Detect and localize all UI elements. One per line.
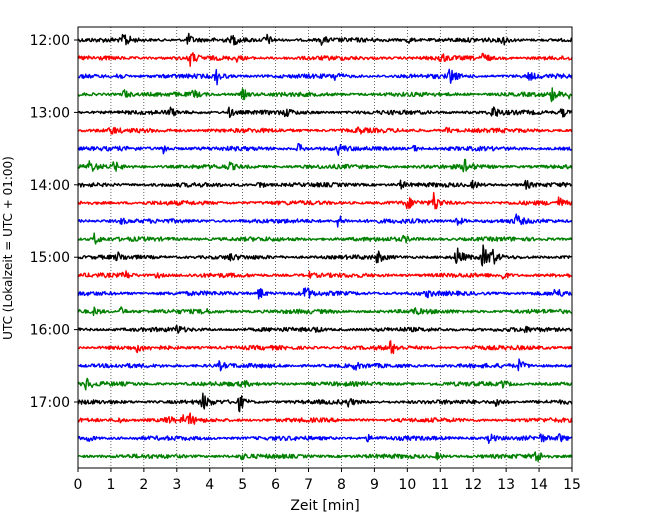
y-tick-label: 12:00 <box>30 33 70 49</box>
trace-line <box>77 451 573 463</box>
x-tick-label: 5 <box>238 477 247 493</box>
x-tick-label: 0 <box>74 477 83 493</box>
x-tick-label: 10 <box>398 477 416 493</box>
x-tick-label: 9 <box>370 477 379 493</box>
x-tick-label: 1 <box>106 477 115 493</box>
trace-line <box>77 340 573 355</box>
seismic-traces <box>77 32 573 463</box>
y-axis-label: UTC (Lokalzeit = UTC + 01:00) <box>1 156 15 340</box>
x-tick-label: 3 <box>172 477 181 493</box>
x-tick-label: 2 <box>139 477 148 493</box>
x-axis-ticks: 0 1 2 3 4 5 6 7 8 9 10 11 12 13 14 15 <box>74 468 581 493</box>
trace-line <box>77 52 573 67</box>
trace-line <box>77 179 573 190</box>
x-tick-label: 11 <box>431 477 449 493</box>
x-tick-label: 7 <box>304 477 313 493</box>
trace-line <box>77 68 573 86</box>
trace-line <box>77 270 573 280</box>
y-tick-label: 13:00 <box>30 105 70 121</box>
trace-line <box>77 106 573 119</box>
trace-line <box>77 244 573 267</box>
trace-line <box>77 306 573 317</box>
trace-line <box>77 392 573 413</box>
trace-line <box>77 126 573 135</box>
y-tick-label: 16:00 <box>30 323 70 339</box>
trace-line <box>77 32 573 46</box>
x-tick-label: 14 <box>530 477 548 493</box>
plot-frame <box>77 26 573 469</box>
x-tick-label: 12 <box>464 477 482 493</box>
trace-line <box>77 377 573 391</box>
y-tick-label: 14:00 <box>30 178 70 194</box>
y-axis-ticks: 12:00 13:00 14:00 15:00 16:00 17:00 <box>30 33 78 411</box>
trace-line <box>77 191 573 210</box>
trace-line <box>77 158 573 173</box>
trace-line <box>77 358 573 372</box>
y-tick-label: 15:00 <box>30 250 70 266</box>
trace-line <box>77 142 573 156</box>
x-tick-label: 6 <box>271 477 280 493</box>
trace-line <box>77 287 573 300</box>
trace-line <box>77 324 573 334</box>
trace-line <box>77 232 573 245</box>
x-tick-label: 4 <box>205 477 214 493</box>
x-axis-label: Zeit [min] <box>290 498 359 514</box>
trace-line <box>77 412 573 425</box>
plot-background <box>78 27 572 468</box>
x-tick-label: 15 <box>563 477 581 493</box>
y-tick-label: 17:00 <box>30 395 70 411</box>
trace-line <box>77 213 573 228</box>
x-tick-label: 13 <box>497 477 515 493</box>
trace-line <box>77 87 573 103</box>
x-tick-label: 8 <box>337 477 346 493</box>
trace-line <box>77 433 573 445</box>
